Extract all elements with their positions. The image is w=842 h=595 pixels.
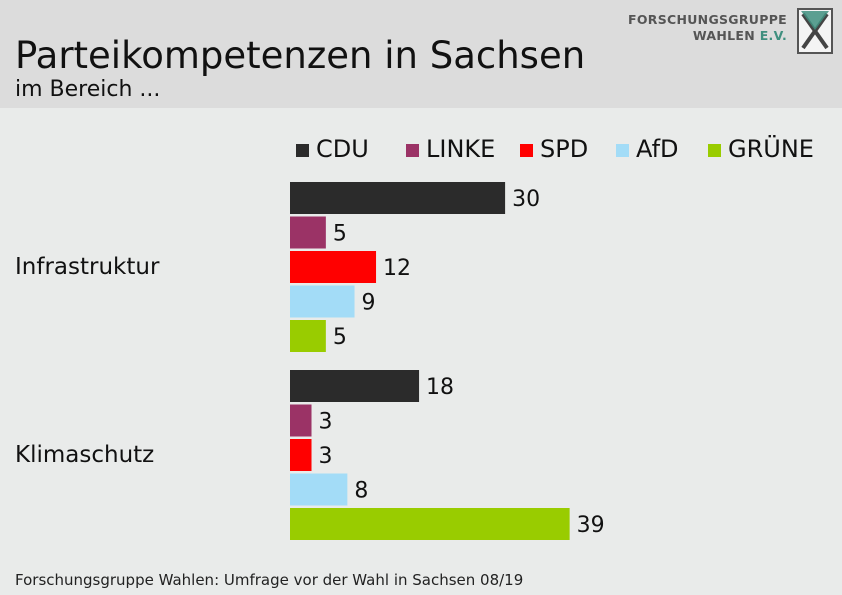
bar-klimaschutz-gruene [290, 508, 570, 540]
value-label-klimaschutz-gruene: 39 [577, 513, 605, 538]
bar-infrastruktur-afd [290, 285, 355, 318]
source-note: Forschungsgruppe Wahlen: Umfrage vor der… [15, 571, 524, 589]
logo-text-line2: WAHLEN E.V. [693, 28, 787, 43]
legend-label-gruene: GRÜNE [728, 135, 814, 163]
category-label-klimaschutz: Klimaschutz [15, 442, 155, 468]
value-label-klimaschutz-afd: 8 [354, 479, 368, 504]
header-band: Parteikompetenzen in Sachsen im Bereich … [0, 0, 842, 108]
value-label-infrastruktur-gruene: 5 [333, 325, 347, 350]
logo-text-ev: E.V. [759, 28, 787, 43]
bar-klimaschutz-linke [290, 404, 312, 437]
logo-text-line1: FORSCHUNGSGRUPPE [628, 12, 787, 27]
page-subtitle: im Bereich ... [15, 77, 161, 102]
legend-swatch-linke [406, 144, 419, 157]
bar-infrastruktur-linke [290, 216, 326, 249]
value-label-infrastruktur-cdu: 30 [512, 187, 540, 212]
page-title: Parteikompetenzen in Sachsen [15, 34, 586, 77]
bar-klimaschutz-cdu [290, 370, 420, 402]
legend-swatch-afd [616, 144, 629, 157]
value-label-klimaschutz-linke: 3 [319, 410, 333, 435]
bar-klimaschutz-afd [290, 473, 348, 506]
value-label-klimaschutz-cdu: 18 [426, 375, 454, 400]
legend-swatch-spd [520, 144, 533, 157]
category-label-infrastruktur: Infrastruktur [15, 254, 160, 280]
value-label-klimaschutz-spd: 3 [319, 444, 333, 469]
legend-label-afd: AfD [636, 135, 679, 163]
legend-label-cdu: CDU [316, 135, 369, 163]
value-label-infrastruktur-linke: 5 [333, 222, 347, 247]
legend-label-spd: SPD [540, 135, 589, 163]
bar-infrastruktur-spd [290, 251, 377, 283]
logo: FORSCHUNGSGRUPPE WAHLEN E.V. [628, 8, 835, 56]
bar-infrastruktur-gruene [290, 320, 326, 352]
legend-label-linke: LINKE [426, 135, 496, 163]
logo-text-wahlen: WAHLEN [692, 28, 756, 43]
ballot-cross-icon [797, 8, 833, 54]
value-label-infrastruktur-afd: 9 [362, 291, 376, 316]
legend-swatch-gruene [708, 144, 721, 157]
legend-swatch-cdu [296, 144, 309, 157]
bar-infrastruktur-cdu [290, 182, 506, 214]
bar-klimaschutz-spd [290, 439, 312, 471]
value-label-infrastruktur-spd: 12 [383, 256, 411, 281]
